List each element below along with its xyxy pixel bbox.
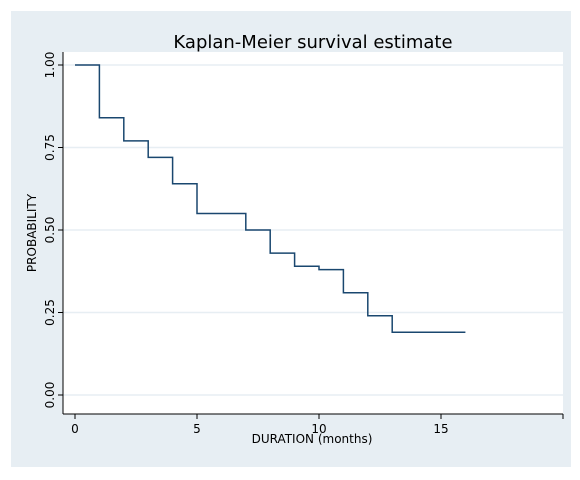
chart-background: 0.00 0.25 0.50 0.75 1.00 0 5 10 15 Kaplan-Meier …	[11, 11, 571, 467]
y-tick-label: 0.00	[43, 382, 57, 409]
y-tick-label: 0.75	[43, 134, 57, 161]
x-tick-label: 10	[311, 422, 326, 436]
plot-area	[63, 52, 563, 414]
survival-step-line	[75, 64, 466, 334]
y-tick-label: 1.00	[43, 52, 57, 79]
x-axis-label: DURATION (months)	[252, 432, 373, 446]
y-tick-label: 0.25	[43, 299, 57, 326]
y-axis-label: PROBABILITY	[25, 193, 39, 272]
chart-title: Kaplan-Meier survival estimate	[173, 32, 452, 53]
axis-ticks: 0.00 0.25 0.50 0.75 1.00 0 5 10 15	[43, 52, 564, 436]
x-tick-label: 15	[433, 422, 448, 436]
x-tick-label: 0	[71, 422, 79, 436]
km-chart: 0.00 0.25 0.50 0.75 1.00 0 5 10 15 Kaplan-Meier …	[25, 32, 564, 446]
y-tick-label: 0.50	[43, 217, 57, 244]
x-tick-label: 5	[193, 422, 201, 436]
grid-lines	[63, 64, 563, 396]
